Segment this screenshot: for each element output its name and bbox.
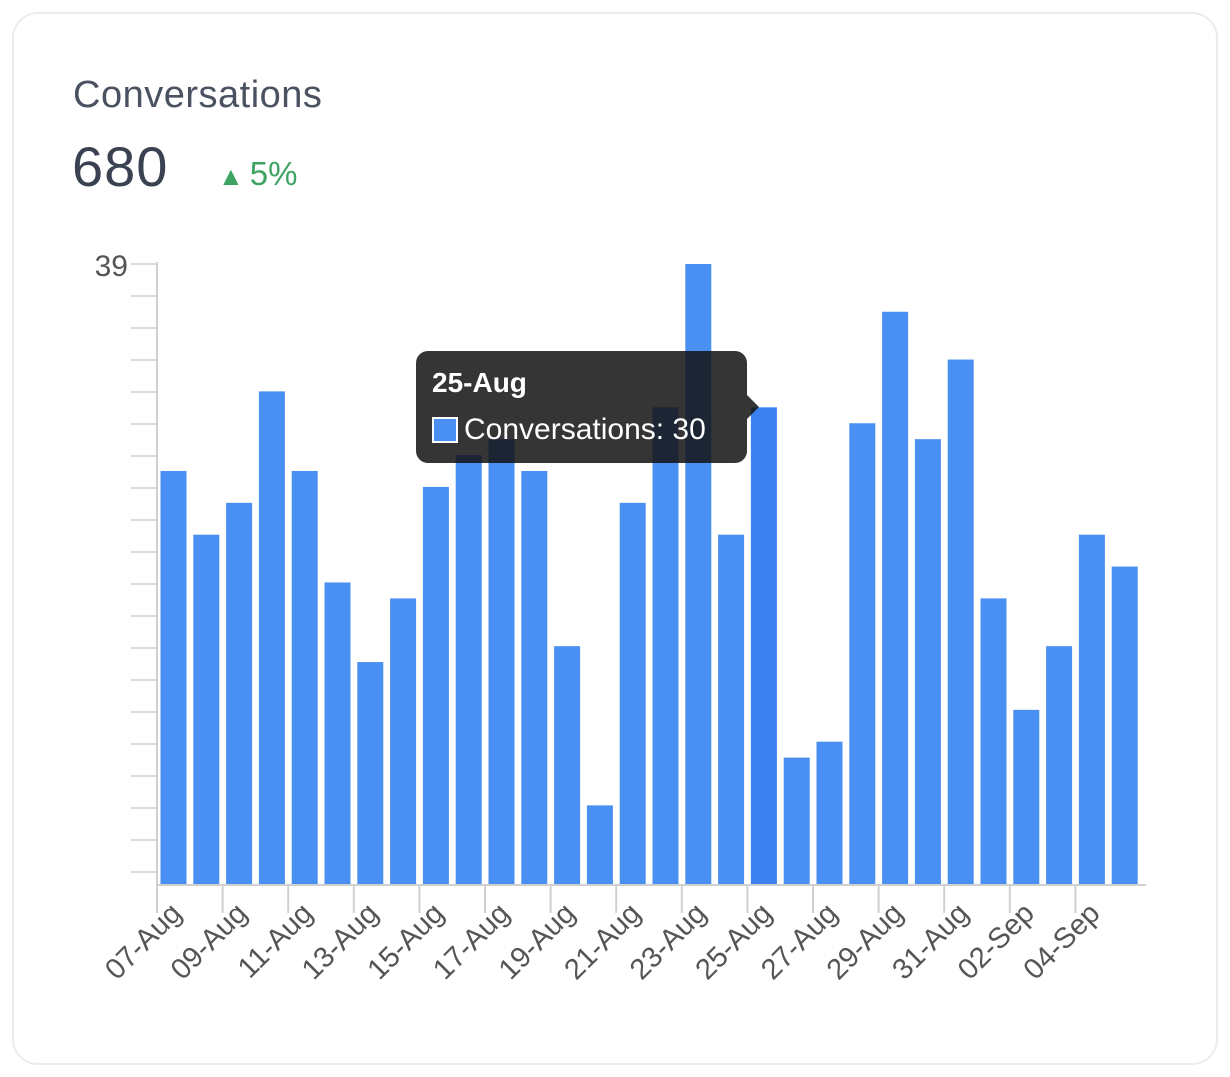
bar [324,582,351,885]
bar [554,646,581,885]
bar [488,439,515,885]
bar [586,805,613,885]
y-tick-label: 39 [95,250,128,283]
bar [357,662,384,885]
bar [750,407,777,885]
tooltip-title: 25-Aug [432,367,527,398]
bar [455,455,482,885]
total-count: 680 [72,135,169,198]
bar [947,359,974,885]
tooltip-pointer [747,395,759,419]
bar [980,598,1007,885]
bar [1078,534,1105,885]
triangle-up-icon: ▲ [218,161,244,191]
tooltip-label: Conversations: 30 [464,413,706,446]
bar [783,757,810,885]
bar [422,486,449,885]
delta-value: 5% [249,155,298,192]
bar [291,471,318,885]
bar [1013,709,1040,885]
bar [226,502,253,885]
bar [619,502,646,885]
bar [1111,566,1138,885]
bar [914,439,941,885]
tooltip-row: Conversations: 30 [432,413,706,447]
bar [652,407,679,885]
bar [849,423,876,885]
delta-badge: ▲ 5% [218,155,297,193]
bar [160,471,187,885]
bar [1046,646,1073,885]
chart-tooltip: 25-Aug Conversations: 30 [416,351,759,463]
bar [718,534,745,885]
bar [816,741,843,885]
bar [521,471,548,885]
bar [258,391,285,885]
card-title: Conversations [73,74,323,116]
series-swatch [432,417,458,443]
bar [390,598,417,885]
bar [193,534,220,885]
bar [882,311,909,885]
